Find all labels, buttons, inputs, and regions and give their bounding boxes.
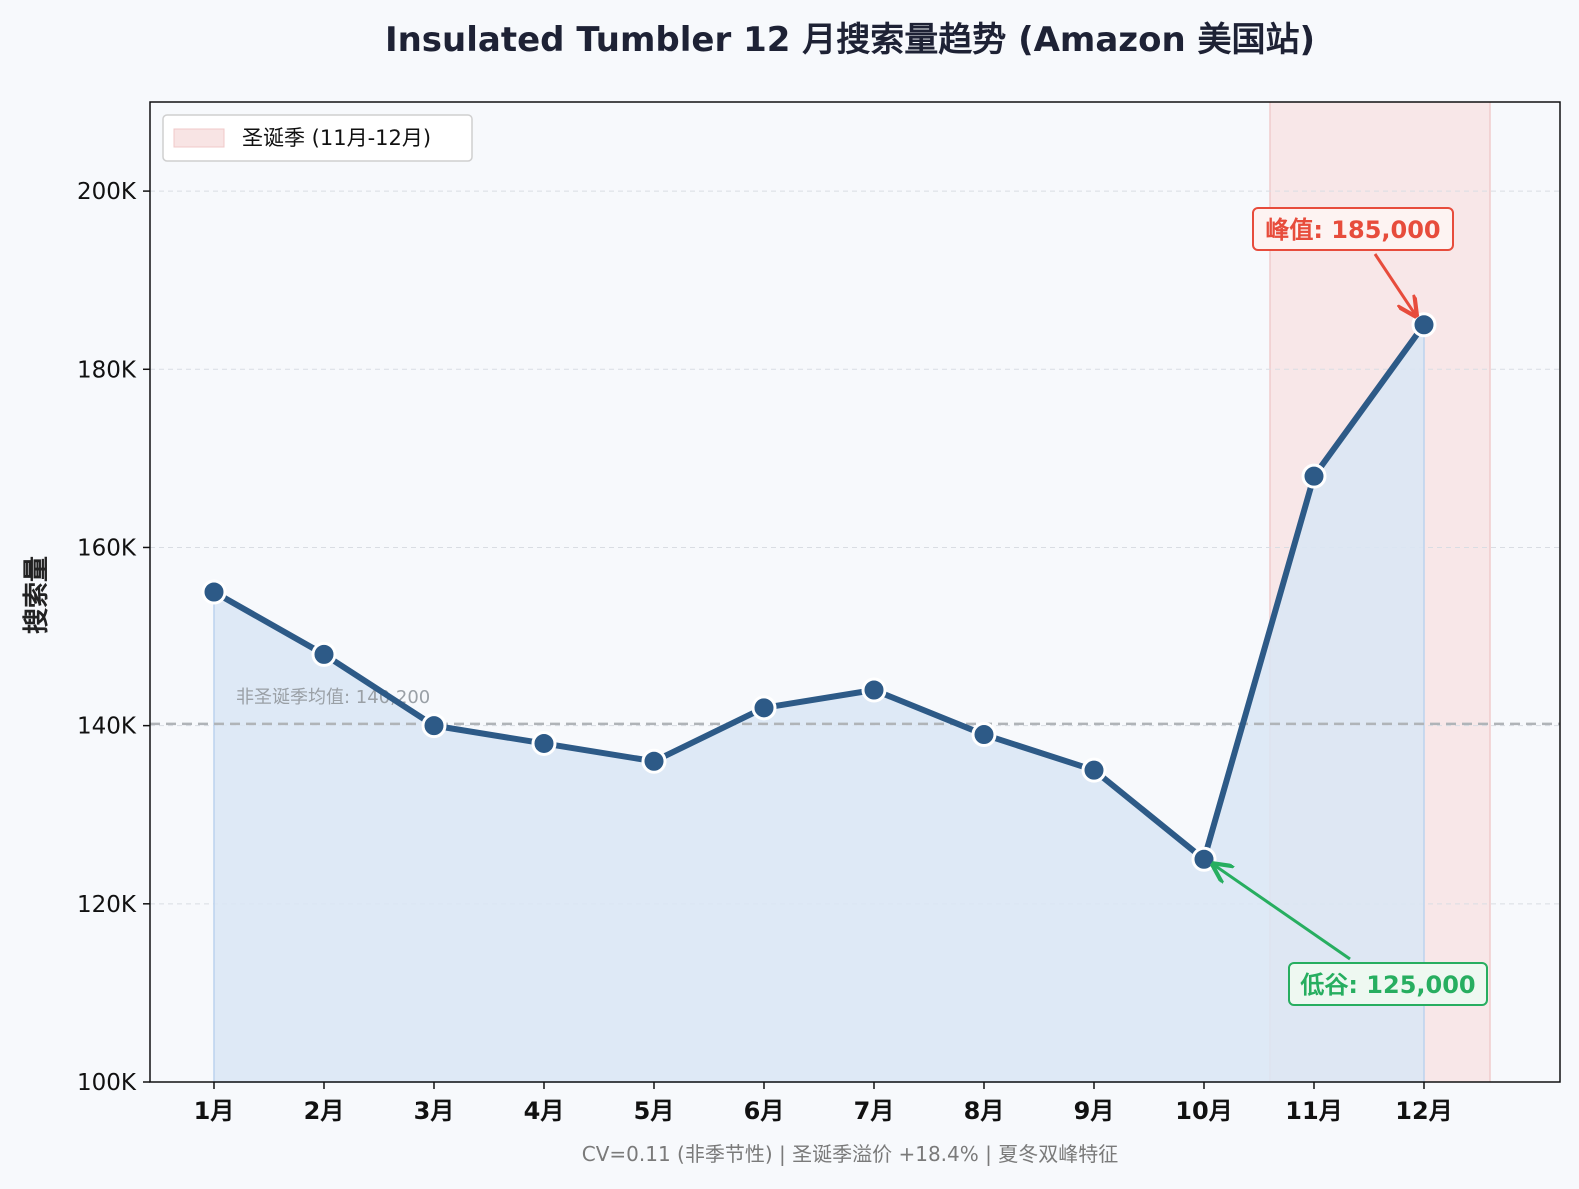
xtick-label: 8月 xyxy=(964,1097,1005,1125)
low-arrow xyxy=(1213,864,1351,961)
data-point-3 xyxy=(421,713,447,739)
ytick-label: 100K xyxy=(77,1070,137,1096)
low-label: 低谷: 125,000 xyxy=(1299,971,1475,999)
search-volume-line xyxy=(211,321,1427,863)
xtick-label: 4月 xyxy=(524,1097,565,1125)
data-point-11 xyxy=(1301,463,1327,489)
xtick-label: 12月 xyxy=(1395,1097,1452,1125)
data-point-7 xyxy=(861,677,887,703)
peak-label: 峰值: 185,000 xyxy=(1265,216,1440,244)
data-point-6 xyxy=(751,695,777,721)
ytick-label: 160K xyxy=(77,535,137,561)
low-label-box xyxy=(1288,962,1488,1006)
data-point-9 xyxy=(1081,757,1107,783)
xtick-label: 3月 xyxy=(414,1097,455,1125)
xtick-label: 9月 xyxy=(1074,1097,1115,1125)
xtick-label: 7月 xyxy=(854,1097,895,1125)
legend: 圣诞季 (11月-12月) xyxy=(162,114,473,162)
data-point-8 xyxy=(971,722,997,748)
data-point-1 xyxy=(201,579,227,605)
ytick-label: 180K xyxy=(77,357,137,383)
data-point-2 xyxy=(311,641,337,667)
peak-arrow xyxy=(1373,253,1416,316)
legend-swatch-season xyxy=(173,128,225,148)
chart-title: Insulated Tumbler 12 月搜索量趋势 (Amazon 美国站) xyxy=(385,20,1315,60)
data-point-12 xyxy=(1411,312,1437,338)
xtick-label: 1月 xyxy=(194,1097,235,1125)
xtick-label: 10月 xyxy=(1175,1097,1232,1125)
xtick-label: 5月 xyxy=(634,1097,675,1125)
xtick-label: 11月 xyxy=(1285,1097,1342,1125)
data-point-4 xyxy=(531,730,557,756)
xtick-label: 6月 xyxy=(744,1097,785,1125)
chart-footer-note: CV=0.11 (非季节性) | 圣诞季溢价 +18.4% | 夏冬双峰特征 xyxy=(582,1142,1118,1166)
data-point-10 xyxy=(1191,846,1217,872)
y-axis-label: 搜索量 xyxy=(22,556,52,634)
legend-entry-season: 圣诞季 (11月-12月) xyxy=(242,126,431,150)
ytick-label: 200K xyxy=(77,179,137,205)
data-point-5 xyxy=(641,748,667,774)
legend-box xyxy=(162,114,473,162)
ytick-label: 120K xyxy=(77,892,137,918)
peak-label-box xyxy=(1252,207,1454,251)
ytick-label: 140K xyxy=(77,714,137,740)
xtick-label: 2月 xyxy=(304,1097,345,1125)
plot-frame xyxy=(149,101,1561,1083)
